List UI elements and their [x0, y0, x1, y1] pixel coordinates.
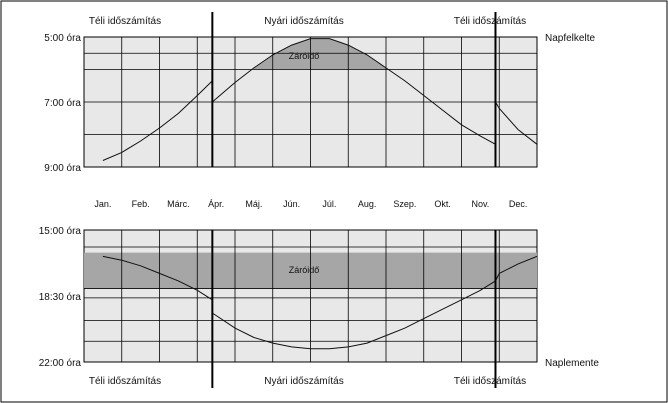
sunset-line-winter2: [495, 255, 538, 282]
top-period-label: Nyári időszámítás: [264, 16, 343, 27]
month-tick: Jan.: [94, 199, 111, 209]
bottom-shade-label: Záróidő: [289, 265, 320, 275]
sunrise-line-winter1: [102, 80, 213, 161]
bottom-ytick: 15:00 óra: [39, 226, 82, 237]
top-period-label: Téli időszámítás: [454, 16, 526, 27]
sunrise-line-summer: [211, 38, 496, 145]
month-tick: Feb.: [132, 199, 150, 209]
sunrise-line-winter2: [495, 101, 538, 145]
right-label-sunset: Naplemente: [545, 358, 599, 369]
month-tick: Dec.: [509, 199, 528, 209]
month-tick: Okt.: [434, 199, 451, 209]
top-ytick: 5:00 óra: [44, 33, 81, 44]
bottom-ytick: 18:30 óra: [39, 292, 82, 303]
bottom-ytick: 22:00 óra: [39, 358, 82, 369]
sunset-line-summer: [212, 280, 496, 350]
month-tick: Nov.: [471, 199, 489, 209]
top-shade-label: Záróidő: [289, 51, 320, 61]
month-tick: Ápr.: [208, 199, 224, 209]
month-tick: Márc.: [167, 199, 190, 209]
top-closing-shade: [253, 38, 386, 70]
top-ytick: 9:00 óra: [44, 163, 81, 174]
month-tick: Máj.: [245, 199, 262, 209]
bottom-period-label: Nyári időszámítás: [264, 376, 343, 387]
bottom-period-label: Téli időszámítás: [89, 376, 161, 387]
right-label-sunrise: Napfelkelte: [545, 33, 595, 44]
month-tick: Aug.: [358, 199, 377, 209]
month-tick: Jún.: [283, 199, 300, 209]
month-tick: Szep.: [393, 199, 416, 209]
top-period-label: Téli időszámítás: [89, 16, 161, 27]
month-tick: Júl.: [322, 199, 336, 209]
bottom-period-label: Téli időszámítás: [454, 376, 526, 387]
sunset-line-winter1: [102, 255, 213, 301]
top-ytick: 7:00 óra: [44, 98, 81, 109]
